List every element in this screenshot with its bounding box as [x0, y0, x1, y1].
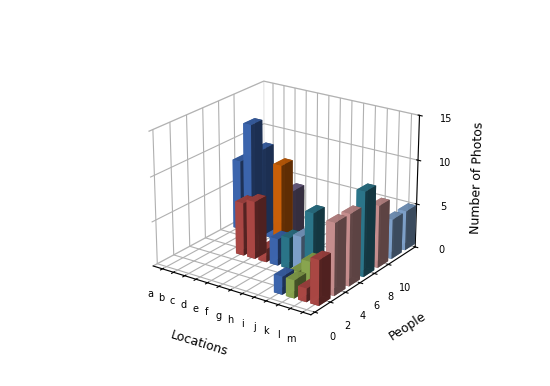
X-axis label: Locations: Locations	[168, 328, 229, 358]
Y-axis label: People: People	[387, 310, 428, 343]
